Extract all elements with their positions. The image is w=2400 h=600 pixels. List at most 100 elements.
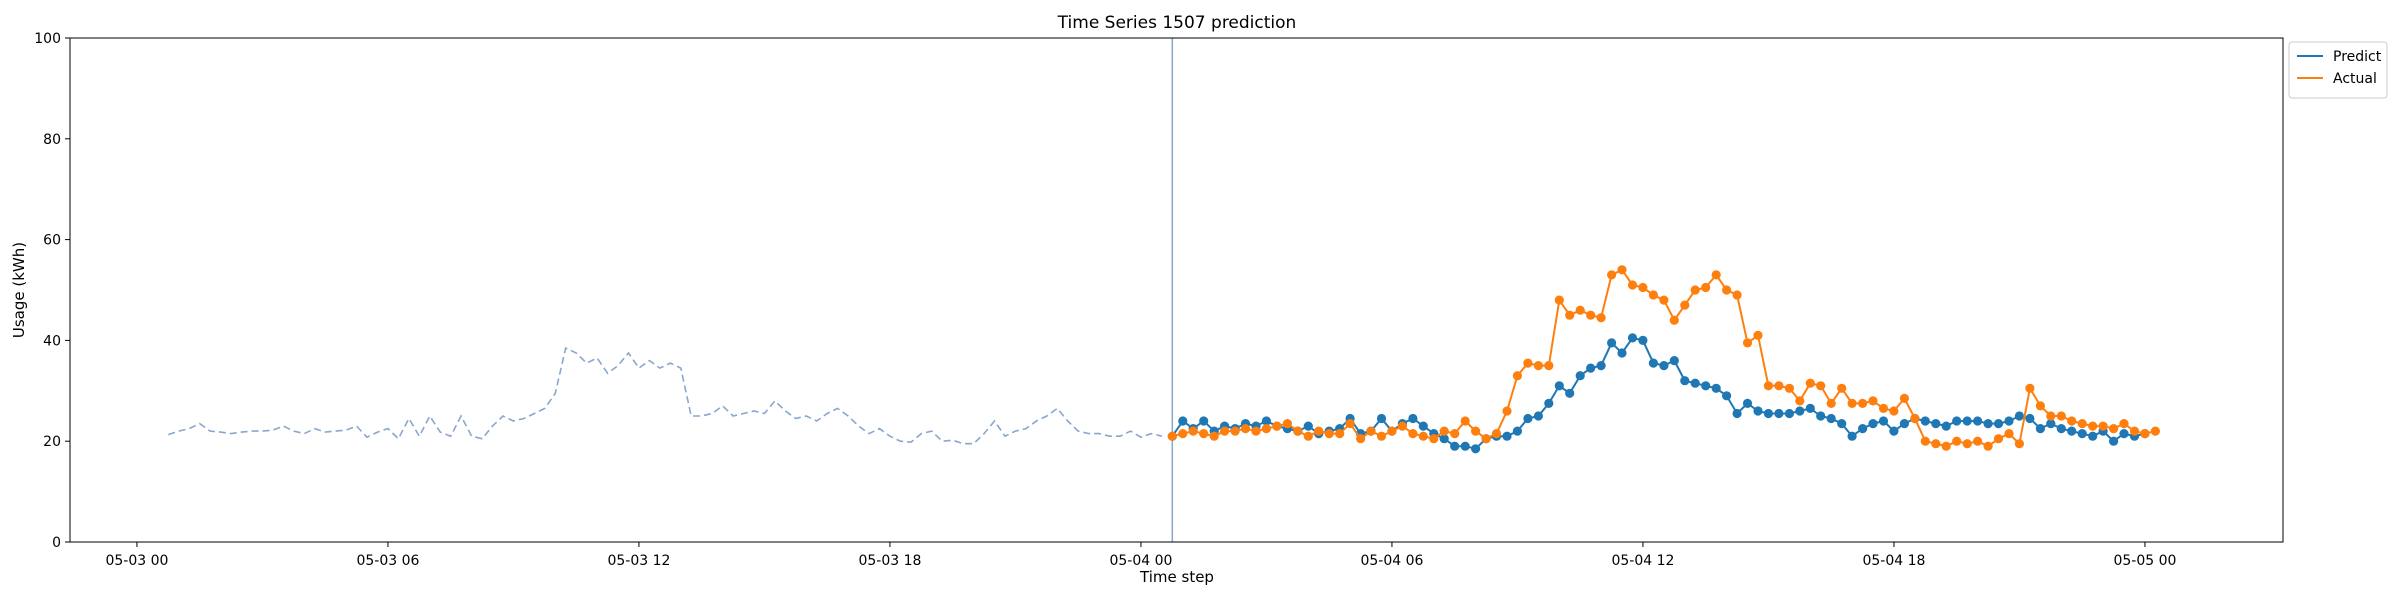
- predict-point: [2004, 416, 2014, 426]
- predict-point: [2088, 431, 2098, 441]
- predict-point: [1920, 416, 1930, 426]
- predict-point: [1878, 416, 1889, 426]
- actual-point: [1920, 436, 1930, 446]
- predict-point: [1973, 416, 1983, 426]
- actual-point: [1397, 421, 1407, 431]
- actual-point: [1941, 441, 1951, 451]
- predict-point: [1512, 426, 1522, 436]
- predict-point: [1303, 421, 1313, 431]
- actual-point: [1973, 436, 1983, 446]
- predict-point: [1962, 416, 1972, 426]
- actual-point: [1690, 285, 1700, 295]
- predict-point: [1199, 416, 1209, 426]
- actual-point: [1784, 383, 1794, 393]
- predict-point: [2046, 419, 2056, 429]
- predict-point: [1607, 338, 1617, 348]
- actual-point: [2014, 439, 2024, 449]
- actual-point: [1753, 330, 1763, 340]
- actual-point: [1722, 285, 1732, 295]
- legend-label-predict: Predict: [2333, 49, 2382, 65]
- actual-point: [1209, 431, 1219, 441]
- y-axis-label: Usage (kWh): [10, 242, 28, 338]
- actual-point: [1638, 282, 1648, 293]
- predict-point: [1753, 406, 1763, 416]
- actual-point: [1230, 426, 1240, 436]
- actual-point: [1544, 361, 1554, 371]
- actual-point: [1178, 429, 1188, 439]
- actual-point: [1648, 290, 1658, 300]
- predict-point: [1450, 441, 1460, 451]
- actual-point: [2077, 419, 2087, 429]
- actual-point: [1680, 300, 1690, 310]
- actual-point: [1387, 426, 1397, 436]
- actual-point: [1607, 270, 1617, 280]
- actual-point: [2046, 411, 2056, 421]
- predict-point: [1722, 391, 1732, 401]
- actual-point: [1711, 270, 1721, 280]
- predict-point: [1617, 348, 1627, 358]
- actual-point: [1261, 424, 1271, 434]
- actual-point: [1512, 371, 1522, 381]
- predict-point: [1460, 441, 1470, 451]
- predict-point: [1596, 361, 1606, 371]
- actual-point: [1324, 429, 1334, 439]
- actual-point: [1376, 431, 1387, 441]
- predict-point: [1178, 416, 1188, 426]
- predict-point: [1795, 406, 1805, 416]
- actual-point: [1272, 421, 1282, 431]
- actual-point: [1586, 310, 1596, 320]
- predict-point: [1742, 398, 1753, 408]
- actual-point: [2088, 421, 2098, 431]
- predict-point: [1261, 416, 1271, 426]
- predict-point: [1983, 419, 1993, 429]
- actual-point: [2067, 416, 2077, 426]
- chart-title: Time Series 1507 prediction: [1057, 13, 1297, 33]
- actual-point: [1837, 383, 1847, 393]
- actual-point: [1188, 426, 1198, 436]
- predict-point: [2025, 413, 2035, 424]
- actual-point: [1335, 429, 1345, 439]
- actual-point: [2119, 419, 2129, 429]
- predict-point: [1732, 408, 1742, 419]
- predict-point: [1816, 411, 1826, 421]
- predict-point: [1554, 381, 1564, 391]
- predict-point: [1586, 363, 1596, 373]
- predict-point: [1418, 421, 1428, 431]
- actual-point: [1627, 280, 1638, 290]
- actual-point: [2035, 401, 2045, 411]
- x-tick-label: 05-03 00: [105, 553, 168, 569]
- actual-point: [1471, 426, 1481, 436]
- actual-point: [2150, 426, 2160, 436]
- actual-point: [2056, 411, 2066, 421]
- predict-point: [2056, 424, 2066, 434]
- actual-point: [1356, 434, 1366, 444]
- y-tick-label: 80: [43, 132, 61, 148]
- plot-frame: [69, 37, 2284, 543]
- axis-ticks: 0 20 40 60 80 100 05-03 00 05-03 06 05-03 12 05-0…: [34, 31, 2176, 569]
- predict-point: [2109, 436, 2119, 446]
- actual-point: [1858, 398, 1868, 408]
- actual-point: [1167, 431, 1177, 441]
- actual-point: [1889, 406, 1899, 416]
- actual-point: [1732, 290, 1742, 300]
- predict-point: [1952, 416, 1962, 426]
- actual-point: [1596, 313, 1606, 323]
- actual-point: [2109, 424, 2119, 434]
- actual-point: [1240, 424, 1251, 434]
- actual-point: [1314, 426, 1324, 436]
- predict-point: [1669, 356, 1679, 366]
- predict-point: [1648, 358, 1658, 368]
- actual-point: [1669, 315, 1679, 325]
- actual-point: [1481, 434, 1491, 444]
- actual-point: [1983, 441, 1993, 451]
- predict-point: [2077, 429, 2087, 439]
- actual-point: [1554, 295, 1564, 305]
- history-line: [168, 346, 1163, 445]
- actual-point: [1795, 396, 1805, 406]
- predict-point: [1826, 413, 1836, 424]
- actual-point: [1575, 305, 1585, 315]
- predict-point: [1847, 431, 1857, 441]
- actual-point: [1847, 398, 1857, 408]
- actual-series: [1167, 265, 2160, 451]
